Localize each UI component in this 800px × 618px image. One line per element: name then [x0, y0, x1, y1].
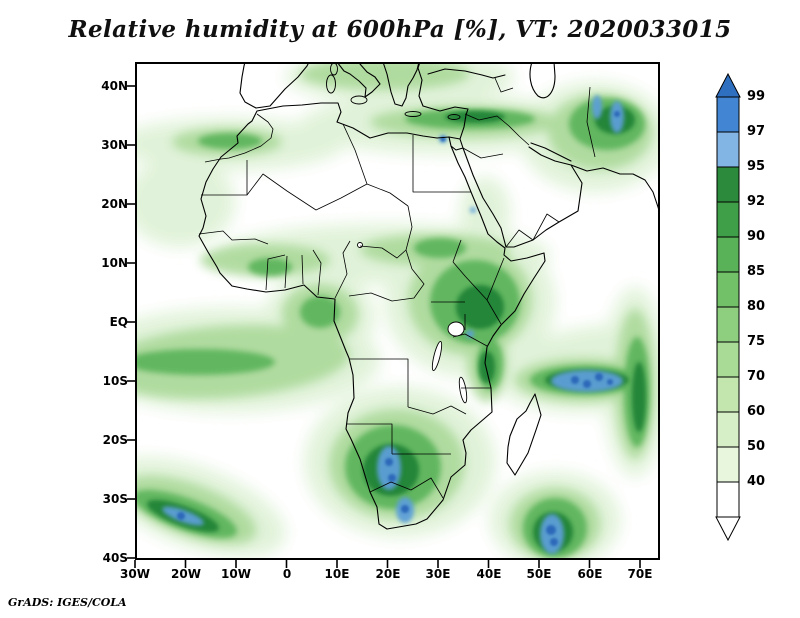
- y-axis-label: 10S: [102, 374, 128, 388]
- coastlines: [198, 62, 660, 530]
- x-axis-label: 30E: [425, 567, 451, 581]
- y-axis-label: 20S: [102, 433, 128, 447]
- y-axis-label: 10N: [101, 256, 128, 270]
- colorbar-segment: [716, 166, 740, 203]
- colorbar-segment: [716, 131, 740, 168]
- colorbar-segment: [716, 236, 740, 273]
- map-svg: [135, 62, 660, 560]
- colorbar-segment: [716, 96, 740, 133]
- colorbar-segment: [716, 376, 740, 413]
- colorbar-label: 95: [747, 159, 766, 174]
- country-borders: [198, 77, 596, 499]
- y-axis-label: EQ: [109, 315, 128, 329]
- colorbar: [715, 72, 741, 542]
- map-plot: [135, 62, 660, 560]
- colorbar-label: 92: [747, 194, 766, 209]
- x-axis-label: 30W: [120, 567, 150, 581]
- humidity-field-deepblue: [177, 111, 620, 546]
- page-title: Relative humidity at 600hPa [%], VT: 202…: [68, 16, 732, 43]
- y-axis-label: 40S: [102, 551, 128, 565]
- colorbar-label: 99: [747, 89, 766, 104]
- x-axis-label: 20E: [375, 567, 401, 581]
- colorbar-segment: [716, 306, 740, 343]
- colorbar-segment: [716, 341, 740, 378]
- lakes: [357, 242, 468, 404]
- y-axis-label: 30N: [101, 138, 128, 152]
- x-axis-label: 20W: [171, 567, 201, 581]
- colorbar-segment: [716, 446, 740, 483]
- map-frame: [135, 62, 660, 560]
- colorbar-label: 60: [747, 404, 766, 419]
- colorbar-label: 90: [747, 229, 766, 244]
- x-axis-label: 50E: [526, 567, 552, 581]
- y-axis-label: 40N: [101, 79, 128, 93]
- colorbar-label: 85: [747, 264, 766, 279]
- x-axis-label: 0: [282, 567, 292, 581]
- colorbar-segment: [716, 271, 740, 308]
- x-axis-label: 70E: [627, 567, 653, 581]
- x-axis-label: 60E: [577, 567, 603, 581]
- colorbar-arrow-down: [715, 516, 741, 542]
- colorbar-label: 40: [747, 474, 766, 489]
- x-axis-label: 10E: [324, 567, 350, 581]
- colorbar-label: 50: [747, 439, 766, 454]
- colorbar-segment: [716, 481, 740, 518]
- x-axis-label: 10W: [221, 567, 251, 581]
- y-axis-label: 30S: [102, 492, 128, 506]
- colorbar-arrow-up: [715, 72, 741, 98]
- colorbar-label: 80: [747, 299, 766, 314]
- y-axis-label: 20N: [101, 197, 128, 211]
- colorbar-label: 75: [747, 334, 766, 349]
- colorbar-label: 97: [747, 124, 766, 139]
- colorbar-segment: [716, 201, 740, 238]
- x-axis-label: 40E: [476, 567, 502, 581]
- colorbar-label: 70: [747, 369, 766, 384]
- colorbar-segment: [716, 411, 740, 448]
- grads-credit: GrADS: IGES/COLA: [8, 596, 127, 609]
